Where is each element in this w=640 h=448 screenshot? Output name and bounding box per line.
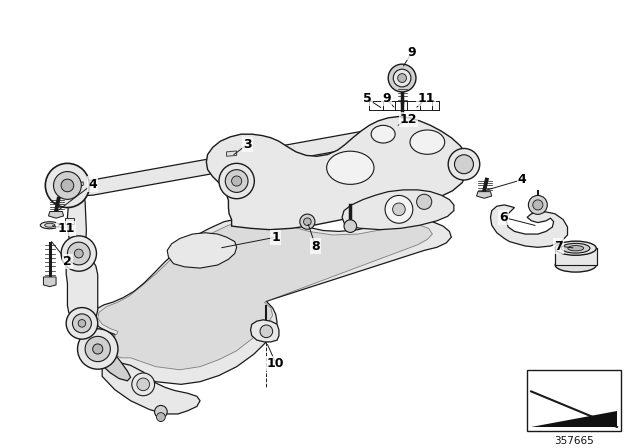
Polygon shape: [92, 218, 451, 384]
Text: 8: 8: [311, 240, 320, 253]
Circle shape: [529, 195, 547, 215]
Text: 10: 10: [267, 357, 285, 370]
Circle shape: [78, 319, 86, 327]
Polygon shape: [555, 248, 596, 265]
Polygon shape: [227, 151, 237, 156]
Text: 1: 1: [271, 231, 280, 244]
Circle shape: [72, 314, 92, 333]
Ellipse shape: [556, 241, 596, 255]
Ellipse shape: [568, 246, 584, 251]
Text: 3: 3: [243, 138, 252, 151]
Circle shape: [67, 242, 90, 265]
Circle shape: [93, 344, 103, 354]
Polygon shape: [66, 255, 98, 323]
Polygon shape: [74, 323, 131, 381]
Polygon shape: [477, 192, 492, 198]
Polygon shape: [250, 320, 279, 342]
Circle shape: [385, 195, 413, 223]
Circle shape: [417, 194, 432, 209]
Circle shape: [132, 373, 155, 396]
Text: 2: 2: [63, 255, 72, 268]
Circle shape: [232, 176, 242, 186]
Circle shape: [45, 164, 90, 207]
Circle shape: [137, 378, 150, 391]
Circle shape: [300, 214, 315, 229]
Ellipse shape: [40, 222, 60, 229]
Circle shape: [532, 200, 543, 210]
Polygon shape: [49, 211, 63, 218]
Polygon shape: [206, 116, 468, 230]
Text: 7: 7: [554, 240, 563, 253]
Circle shape: [66, 308, 98, 339]
Polygon shape: [67, 189, 86, 254]
Circle shape: [454, 155, 474, 174]
Circle shape: [393, 69, 411, 87]
Polygon shape: [98, 221, 433, 370]
Circle shape: [392, 203, 405, 215]
Circle shape: [77, 329, 118, 369]
Text: 9: 9: [407, 46, 416, 59]
Circle shape: [155, 405, 167, 418]
Text: 357665: 357665: [554, 436, 594, 446]
Circle shape: [54, 172, 81, 199]
Ellipse shape: [556, 258, 596, 272]
Text: 5: 5: [363, 92, 372, 105]
Polygon shape: [531, 411, 617, 427]
Polygon shape: [490, 205, 568, 247]
Circle shape: [344, 220, 356, 233]
Circle shape: [156, 413, 165, 422]
Ellipse shape: [45, 223, 55, 227]
Ellipse shape: [371, 125, 395, 143]
Text: 6: 6: [499, 211, 508, 224]
Circle shape: [397, 73, 406, 82]
Circle shape: [303, 218, 311, 225]
Ellipse shape: [561, 243, 590, 253]
Text: 12: 12: [399, 112, 417, 125]
Text: 11: 11: [417, 92, 435, 105]
Polygon shape: [66, 125, 424, 196]
Polygon shape: [167, 233, 237, 268]
Polygon shape: [44, 277, 56, 287]
Ellipse shape: [326, 151, 374, 184]
Circle shape: [219, 164, 254, 199]
Text: 11: 11: [58, 222, 75, 235]
Polygon shape: [65, 218, 74, 224]
Text: 4: 4: [88, 177, 97, 191]
Polygon shape: [102, 362, 200, 414]
Text: 4: 4: [518, 173, 527, 186]
Circle shape: [61, 236, 97, 271]
Bar: [527, 370, 621, 431]
Circle shape: [74, 249, 83, 258]
Circle shape: [388, 64, 416, 92]
Text: 9: 9: [382, 92, 390, 105]
Polygon shape: [342, 190, 454, 230]
Ellipse shape: [410, 130, 445, 154]
Polygon shape: [75, 182, 83, 186]
Circle shape: [225, 170, 248, 192]
Circle shape: [260, 325, 273, 338]
Circle shape: [61, 179, 74, 192]
Circle shape: [85, 336, 110, 362]
Circle shape: [448, 148, 480, 180]
